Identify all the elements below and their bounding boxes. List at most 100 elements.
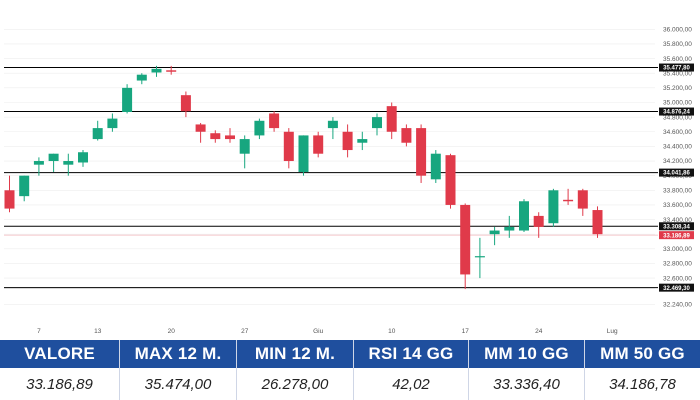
level-tag-label: 32.469,30	[663, 286, 690, 292]
candle-body	[372, 117, 382, 129]
grid-layer	[4, 29, 655, 305]
stat-value: 34.186,78	[609, 375, 676, 393]
x-tick-label: 10	[388, 328, 396, 335]
y-tick-label: 34.200,00	[663, 158, 692, 165]
candle-body	[180, 95, 191, 112]
candle-body	[78, 152, 88, 163]
stat-value: 26.278,00	[261, 375, 329, 393]
last-price-tag-label: 33.186,89	[663, 233, 690, 239]
candle-body	[122, 87, 133, 112]
stat-header: MM 50 GG	[585, 340, 700, 368]
candle-body	[430, 153, 441, 180]
candle-body	[342, 131, 353, 151]
level-tag	[659, 283, 694, 292]
stats-table: VALORE 33.186,89 MAX 12 M. 35.474,00 MIN…	[0, 340, 700, 400]
candle-body	[313, 135, 324, 154]
candle-body	[19, 175, 30, 197]
x-tick-label: Giu	[313, 328, 324, 335]
y-tick-label: 35.400,00	[663, 70, 692, 77]
x-tick-label: 17	[462, 328, 470, 335]
candle-body	[592, 210, 603, 235]
level-lines	[4, 67, 658, 289]
stat-valore: VALORE 33.186,89	[0, 340, 120, 400]
price-chart: 32.240,0032.460,0032.600,0032.800,0033.0…	[4, 27, 694, 335]
y-tick-label: 33.600,00	[663, 202, 692, 209]
stat-header: VALORE	[0, 340, 119, 368]
stat-header: MAX 12 M.	[120, 340, 236, 368]
stat-min-12m: MIN 12 M. 26.278,00	[237, 340, 354, 400]
x-axis: 7 13 20 27 Giu 10 17 24 Lug	[37, 328, 618, 335]
candle-body	[401, 128, 412, 143]
candle-body	[327, 120, 338, 129]
candle-body	[269, 113, 280, 129]
candle-body	[460, 204, 471, 275]
candle-body	[445, 155, 456, 205]
candle-body	[357, 139, 368, 143]
candle-body	[533, 215, 544, 227]
x-tick-label: 13	[94, 328, 102, 335]
candle-body	[474, 256, 485, 258]
level-tag-label: 34.876,24	[663, 110, 690, 116]
y-tick-label: 32.240,00	[663, 302, 692, 309]
y-tick-label: 35.600,00	[663, 56, 692, 63]
y-tick-label: 32.800,00	[663, 261, 692, 268]
candle-body	[210, 133, 221, 140]
y-tick-label: 33.000,00	[663, 246, 692, 253]
candle-body	[416, 128, 427, 176]
level-tag	[659, 107, 694, 116]
stat-value: 33.186,89	[26, 375, 93, 393]
y-tick-label: 34.600,00	[663, 129, 692, 136]
candle-body	[577, 190, 588, 209]
y-tick-label: 36.000,00	[663, 27, 692, 34]
y-tick-label: 32.600,00	[663, 275, 692, 282]
candle-body	[48, 153, 59, 162]
y-tick-label: 33.800,00	[663, 187, 692, 194]
x-tick-label: Lug	[607, 328, 618, 335]
level-tag-label: 33.308,34	[663, 224, 690, 230]
stat-mm-10: MM 10 GG 33.336,40	[469, 340, 585, 400]
candle-body	[519, 201, 529, 231]
level-tag	[659, 222, 694, 231]
candle-body	[548, 190, 559, 224]
candle-body	[283, 131, 294, 162]
y-tick-label: 35.000,00	[663, 100, 692, 107]
stat-header: RSI 14 GG	[354, 340, 468, 368]
price-tags: 35.477,80 34.876,24 34.041,86 33.308,34 32.4…	[659, 63, 694, 292]
candle-body	[151, 68, 162, 73]
candle-body	[63, 161, 74, 165]
y-tick-label: 34.800,00	[663, 114, 692, 121]
level-tag-label: 34.041,86	[663, 171, 690, 177]
candle-body	[107, 118, 118, 129]
candle-body	[166, 70, 177, 72]
level-tag	[659, 168, 694, 177]
y-tick-label: 33.400,00	[663, 217, 692, 224]
level-tag-label: 35.477,80	[663, 66, 690, 72]
stat-header: MIN 12 M.	[237, 340, 353, 368]
last-price-tag	[659, 231, 694, 240]
candle-body	[239, 139, 250, 154]
candle-body	[504, 226, 515, 231]
x-tick-label: 24	[535, 328, 543, 335]
candle-body	[254, 120, 265, 136]
candle-body	[195, 124, 206, 132]
y-tick-label: 35.800,00	[663, 41, 692, 48]
x-tick-label: 7	[37, 328, 41, 335]
candle-body	[225, 135, 235, 140]
candle-body	[92, 128, 103, 140]
x-tick-label: 27	[241, 328, 249, 335]
y-tick-label: 34.400,00	[663, 144, 692, 151]
stat-header: MM 10 GG	[469, 340, 584, 368]
candle-body	[33, 161, 44, 165]
stat-mm-50: MM 50 GG 34.186,78	[585, 340, 700, 400]
candle-body	[298, 135, 309, 172]
candle-body	[489, 230, 500, 235]
x-tick-label: 20	[168, 328, 176, 335]
candle-body	[563, 199, 574, 202]
candles	[4, 65, 603, 290]
stat-max-12m: MAX 12 M. 35.474,00	[120, 340, 237, 400]
y-tick-label: 35.200,00	[663, 85, 692, 92]
level-tag	[659, 63, 694, 72]
stat-value: 42,02	[392, 375, 430, 393]
stat-value: 33.336,40	[493, 375, 560, 393]
candle-body	[136, 74, 147, 81]
